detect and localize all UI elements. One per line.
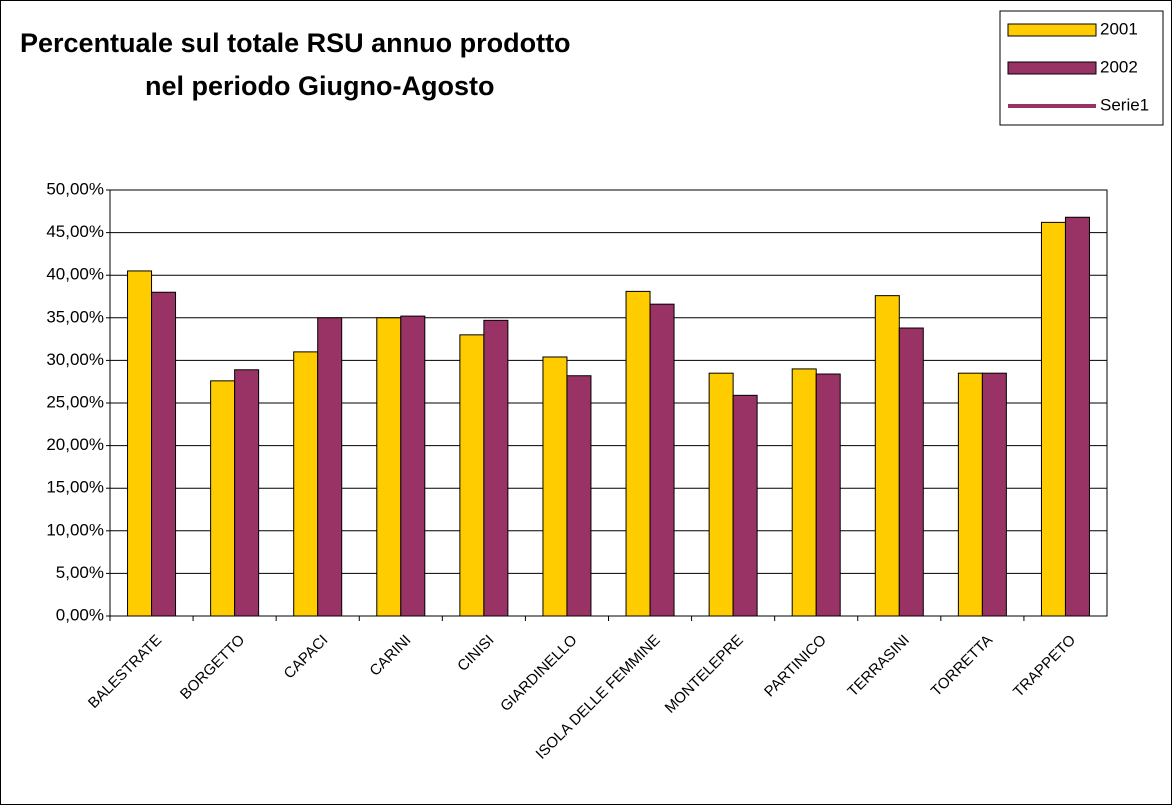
chart-title: Percentuale sul totale RSU annuo prodott… bbox=[20, 28, 571, 58]
y-tick-label: 5,00% bbox=[56, 563, 104, 582]
legend-label: Serie1 bbox=[1100, 95, 1149, 114]
bar bbox=[625, 290, 651, 617]
bar bbox=[1064, 216, 1090, 617]
y-tick-label: 25,00% bbox=[46, 392, 104, 411]
bar bbox=[400, 315, 426, 617]
chart-title: nel periodo Giugno-Agosto bbox=[145, 71, 494, 101]
y-tick-label: 30,00% bbox=[46, 350, 104, 369]
bar bbox=[483, 319, 509, 617]
bar bbox=[1040, 221, 1066, 617]
y-tick-label: 45,00% bbox=[46, 222, 104, 241]
bar bbox=[732, 394, 758, 617]
y-tick-label: 20,00% bbox=[46, 435, 104, 454]
legend-label: 2001 bbox=[1100, 19, 1138, 38]
bar bbox=[234, 369, 260, 617]
bar bbox=[708, 372, 734, 617]
y-tick-label: 35,00% bbox=[46, 307, 104, 326]
bar bbox=[815, 373, 841, 617]
bar bbox=[127, 270, 153, 617]
legend-swatch bbox=[1007, 61, 1097, 75]
y-tick-label: 50,00% bbox=[46, 179, 104, 198]
y-tick-label: 10,00% bbox=[46, 520, 104, 539]
bar bbox=[898, 327, 924, 617]
bar bbox=[874, 295, 900, 617]
bar bbox=[649, 303, 675, 617]
legend-swatch bbox=[1007, 23, 1097, 37]
bar bbox=[376, 317, 402, 617]
bar bbox=[210, 380, 236, 617]
legend-label: 2002 bbox=[1100, 57, 1138, 76]
bar bbox=[459, 334, 485, 617]
bar bbox=[957, 372, 983, 617]
bar bbox=[293, 351, 319, 617]
bar bbox=[566, 375, 592, 617]
bar bbox=[981, 372, 1007, 617]
bar bbox=[542, 356, 568, 617]
bar bbox=[791, 368, 817, 617]
bar bbox=[317, 317, 343, 617]
bar bbox=[151, 291, 177, 617]
y-tick-label: 40,00% bbox=[46, 265, 104, 284]
y-tick-label: 0,00% bbox=[56, 605, 104, 624]
y-tick-label: 15,00% bbox=[46, 478, 104, 497]
